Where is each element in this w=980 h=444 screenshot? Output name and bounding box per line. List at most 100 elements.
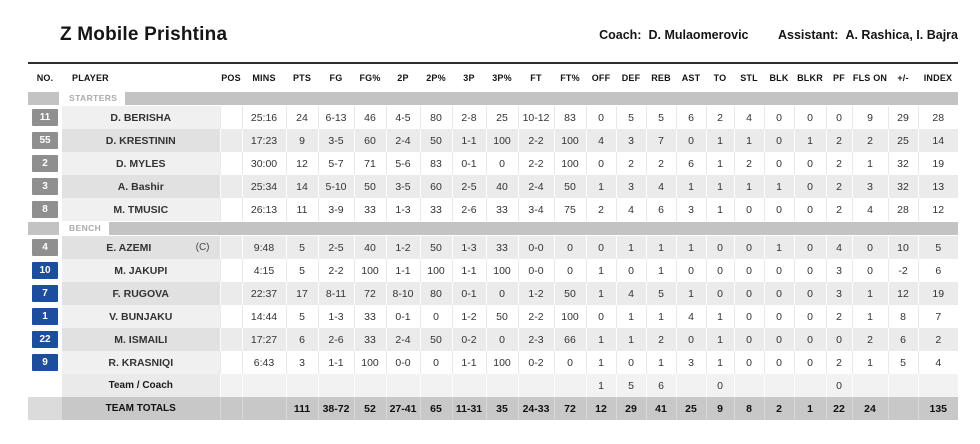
cell-off: 1 xyxy=(585,328,616,351)
player-name: M. JAKUPI xyxy=(114,264,168,277)
player-row: 7 F. RUGOVA 22:37 17 8-11 72 8-10 80 0-1 0 1-2 50 1 4… xyxy=(28,282,958,305)
cell-2p: 27-41 xyxy=(385,397,420,420)
cell-off: 1 xyxy=(585,282,616,305)
team-totals-row: TEAM TOTALS 111 38-72 52 27-41 65 11-31 35 24-33… xyxy=(28,397,958,420)
cell-3p: 0-1 xyxy=(451,152,486,175)
player-row: 2 D. MYLES 30:00 12 5-7 71 5-6 83 0-1 0 2-2 100 0 2 2 6… xyxy=(28,152,958,175)
cell-off: 0 xyxy=(585,236,616,259)
cell-fg: 1-1 xyxy=(317,351,354,374)
column-header-5: FG xyxy=(329,73,343,83)
cell-2p%: 50 xyxy=(419,328,452,351)
cell-blk: 0 xyxy=(763,129,794,152)
cell-2p%: 83 xyxy=(419,152,452,175)
cell-off: 12 xyxy=(585,397,616,420)
cell-index: 28 xyxy=(917,106,958,129)
section-row: BENCH xyxy=(28,221,958,236)
cell-mins: 22:37 xyxy=(241,282,286,305)
cell-3p: 1-1 xyxy=(451,129,486,152)
cell-def: 1 xyxy=(615,305,646,328)
cell-fg%: 60 xyxy=(353,129,386,152)
cell-mins: 4:15 xyxy=(241,259,286,282)
cell-pts: 14 xyxy=(285,175,318,198)
cell-fg: 2-5 xyxy=(317,236,354,259)
cell-2p: 1-3 xyxy=(385,198,420,221)
cell-2p%: 60 xyxy=(419,175,452,198)
cell-fg: 5-10 xyxy=(317,175,354,198)
cell-def: 1 xyxy=(615,236,646,259)
cell-ast: 0 xyxy=(675,328,706,351)
player-row: 10 M. JAKUPI 4:15 5 2-2 100 1-1 100 1-1 100 0-0 0 1 0… xyxy=(28,259,958,282)
cell-2p%: 80 xyxy=(419,282,452,305)
cell-2p xyxy=(385,374,420,397)
cell-ft: 0-0 xyxy=(517,236,554,259)
cell-2p%: 33 xyxy=(419,198,452,221)
section-bar-cell: BENCH xyxy=(62,221,958,236)
jersey-number-badge: 2 xyxy=(32,155,58,172)
section-label: STARTERS xyxy=(69,93,118,103)
cell-ast: 3 xyxy=(675,198,706,221)
cell-ft% xyxy=(553,374,586,397)
cell-to: 1 xyxy=(705,152,734,175)
cell-off: 1 xyxy=(585,351,616,374)
cell-index: 135 xyxy=(917,397,958,420)
cell-ast: 1 xyxy=(675,282,706,305)
cell-3p%: 25 xyxy=(485,106,518,129)
player-row: 22 M. ISMAILI 17:27 6 2-6 33 2-4 50 0-2 0 2-3 66 1 1 2… xyxy=(28,328,958,351)
cell-flson: 1 xyxy=(851,152,888,175)
cell-player-name: M. TMUSIC xyxy=(62,198,220,221)
cell-ft%: 100 xyxy=(553,152,586,175)
header: Z Mobile Prishtina Coach: D. Mulaomerovic… xyxy=(0,0,980,62)
cell-2p: 2-4 xyxy=(385,328,420,351)
section-bar xyxy=(109,221,958,235)
cell-fg: 2-6 xyxy=(317,328,354,351)
cell-player-name: M. JAKUPI xyxy=(62,259,220,282)
column-header-23: +/- xyxy=(897,73,909,83)
cell-to: 0 xyxy=(705,259,734,282)
cell-3p%: 100 xyxy=(485,129,518,152)
cell-index: 6 xyxy=(917,259,958,282)
cell-ft%: 75 xyxy=(553,198,586,221)
column-header-7: 2P xyxy=(397,73,409,83)
cell-3p%: 100 xyxy=(485,259,518,282)
cell-flson: 2 xyxy=(851,129,888,152)
cell-number: 22 xyxy=(28,328,62,351)
cell-fg%: 33 xyxy=(353,305,386,328)
cell-3p%: 0 xyxy=(485,328,518,351)
cell-blkr: 0 xyxy=(793,305,826,328)
cell-stl: 2 xyxy=(733,152,764,175)
cell-stl: 0 xyxy=(733,328,764,351)
column-header-1: PLAYER xyxy=(72,73,109,83)
cell-blkr: 1 xyxy=(793,397,826,420)
cell-2p: 1-1 xyxy=(385,259,420,282)
cell-pos xyxy=(219,305,242,328)
cell-+- xyxy=(887,397,918,420)
box-score-table: NO. PLAYER POS MINS PTS FG FG% 2P 2P% 3P 3P% FT FT% O… xyxy=(28,62,958,420)
cell-to: 2 xyxy=(705,106,734,129)
cell-mins: 14:44 xyxy=(241,305,286,328)
cell-ft%: 72 xyxy=(553,397,586,420)
section-flex: STARTERS xyxy=(62,91,958,105)
cell-reb: 6 xyxy=(645,374,676,397)
cell-2p%: 0 xyxy=(419,351,452,374)
section-bar-cell: STARTERS xyxy=(62,91,958,106)
cell-ft: 10-12 xyxy=(517,106,554,129)
cell-pos xyxy=(219,328,242,351)
cell-2p: 1-2 xyxy=(385,236,420,259)
cell-ft: 1-2 xyxy=(517,282,554,305)
cell-pos xyxy=(219,351,242,374)
cell-fg%: 100 xyxy=(353,259,386,282)
cell-2p% xyxy=(419,374,452,397)
cell-def: 3 xyxy=(615,129,646,152)
cell-ast: 6 xyxy=(675,106,706,129)
cell-pos xyxy=(219,152,242,175)
cell-def: 29 xyxy=(615,397,646,420)
column-header-14: DEF xyxy=(621,73,641,83)
cell-3p%: 33 xyxy=(485,198,518,221)
cell-3p: 0-2 xyxy=(451,328,486,351)
section-block xyxy=(28,221,59,235)
cell-flson: 3 xyxy=(851,175,888,198)
player-name: A. Bashir xyxy=(117,180,164,193)
cell-number: 11 xyxy=(28,106,62,129)
cell-def: 4 xyxy=(615,198,646,221)
cell-2p: 5-6 xyxy=(385,152,420,175)
